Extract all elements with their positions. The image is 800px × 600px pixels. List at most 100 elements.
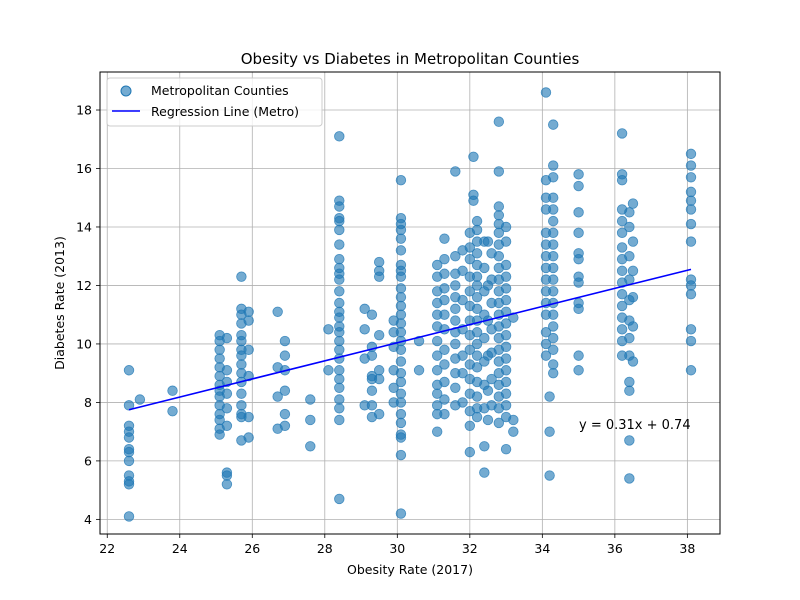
- data-point: [493, 417, 505, 429]
- data-point: [279, 350, 291, 361]
- data-point: [624, 207, 635, 218]
- data-point: [548, 215, 559, 227]
- data-point: [540, 338, 552, 350]
- data-point: [573, 303, 584, 315]
- data-point: [540, 327, 552, 338]
- data-point: [486, 373, 497, 385]
- data-point: [243, 344, 254, 355]
- x-tick-label: 24: [172, 541, 188, 556]
- legend-marker-scatter: [120, 85, 132, 97]
- data-point: [493, 116, 505, 127]
- data-point: [323, 324, 334, 335]
- data-point: [395, 271, 407, 282]
- data-point: [624, 435, 635, 446]
- data-point: [236, 335, 247, 347]
- data-point: [471, 215, 483, 227]
- x-tick-label: 36: [607, 541, 623, 556]
- y-tick-label: 6: [84, 453, 92, 468]
- data-point: [439, 253, 450, 265]
- data-point: [334, 215, 345, 227]
- x-tick-label: 26: [244, 541, 260, 556]
- y-tick-label: 8: [84, 395, 92, 410]
- data-point: [395, 174, 407, 186]
- data-point: [500, 388, 512, 399]
- data-point: [366, 385, 378, 396]
- data-point: [439, 359, 450, 370]
- data-point: [548, 251, 559, 262]
- data-point: [334, 327, 345, 338]
- data-point: [493, 201, 505, 212]
- data-point: [616, 300, 628, 312]
- data-point: [627, 291, 639, 303]
- data-point: [334, 253, 345, 265]
- data-point: [471, 248, 483, 259]
- data-point: [624, 221, 635, 233]
- legend: Metropolitan Counties Regression Line (M…: [106, 77, 323, 127]
- data-point: [500, 318, 512, 329]
- data-point: [334, 335, 345, 347]
- data-point: [685, 186, 697, 198]
- data-point: [457, 294, 468, 306]
- data-point: [627, 356, 639, 367]
- data-point: [236, 388, 247, 399]
- data-point: [243, 306, 254, 317]
- data-point: [548, 274, 559, 285]
- data-point: [236, 359, 247, 370]
- data-point: [616, 324, 628, 335]
- data-point: [627, 321, 639, 332]
- data-point: [439, 283, 450, 294]
- data-point: [616, 265, 628, 277]
- data-point: [500, 283, 512, 294]
- data-point: [548, 321, 559, 332]
- x-axis-label: Obesity Rate (2017): [347, 562, 473, 577]
- chart-title: Obesity vs Diabetes in Metropolitan Coun…: [241, 50, 580, 68]
- data-point: [627, 265, 639, 277]
- data-point: [431, 350, 443, 361]
- data-point: [540, 87, 552, 98]
- data-point: [548, 332, 559, 344]
- data-point: [395, 367, 407, 379]
- data-point: [359, 303, 370, 315]
- data-point: [548, 367, 559, 379]
- data-point: [439, 309, 450, 320]
- data-point: [624, 473, 635, 484]
- data-point: [431, 426, 443, 437]
- data-point: [573, 365, 584, 376]
- data-point: [500, 294, 512, 306]
- data-point: [413, 365, 425, 376]
- data-point: [548, 119, 559, 130]
- data-point: [123, 400, 135, 411]
- regression-equation-annotation: y = 0.31x + 0.74: [579, 418, 691, 433]
- data-point: [573, 207, 584, 218]
- data-point: [500, 341, 512, 353]
- data-point: [685, 204, 697, 215]
- x-tick-label: 30: [389, 541, 405, 556]
- data-point: [439, 294, 450, 306]
- data-point: [573, 180, 584, 192]
- data-point: [305, 394, 316, 405]
- data-point: [685, 148, 697, 160]
- data-point: [334, 224, 345, 236]
- legend-box: [106, 77, 323, 127]
- scatter-points: [123, 87, 697, 522]
- data-point: [573, 253, 584, 265]
- data-point: [500, 329, 512, 341]
- data-point: [500, 444, 512, 455]
- data-point: [464, 446, 476, 458]
- data-point: [624, 385, 635, 396]
- data-point: [334, 297, 345, 309]
- data-point: [439, 344, 450, 355]
- data-point: [548, 192, 559, 203]
- data-point: [627, 236, 639, 247]
- data-point: [616, 215, 628, 227]
- data-point: [236, 400, 247, 411]
- data-point: [548, 344, 559, 355]
- data-point: [685, 160, 697, 171]
- data-point: [450, 280, 461, 291]
- data-point: [685, 365, 697, 376]
- data-point: [439, 233, 450, 244]
- data-point: [134, 394, 146, 405]
- data-point: [334, 312, 345, 323]
- data-point: [548, 286, 559, 297]
